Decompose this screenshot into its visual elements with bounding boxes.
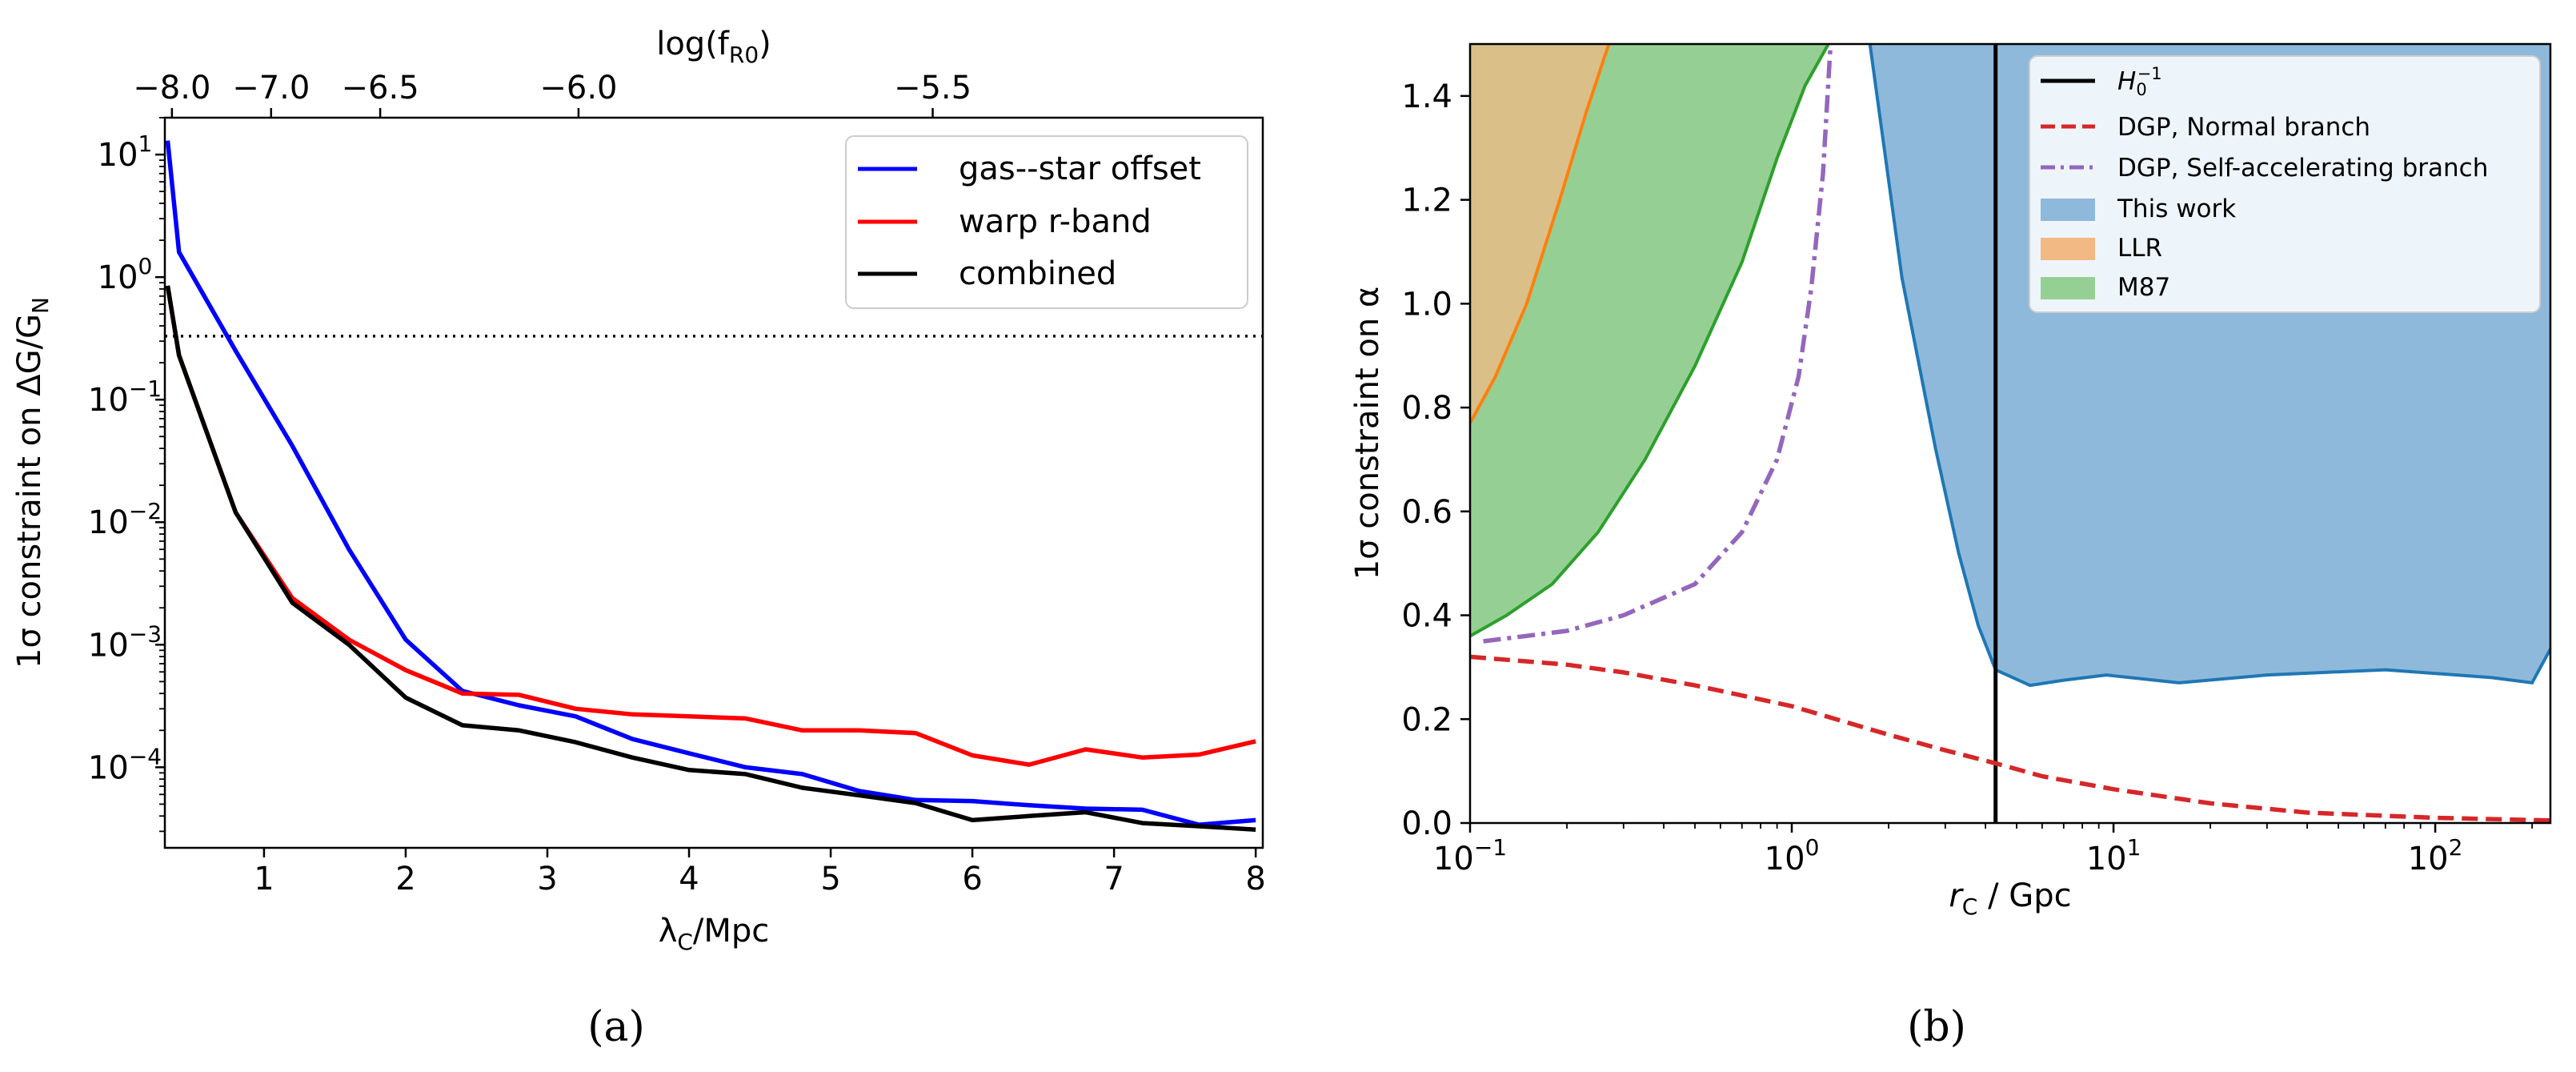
x-tick-label: 100 [1765,834,1820,877]
band-edge-llr [1470,44,1611,424]
legend-label-dgp-normal: DGP, Normal branch [2117,113,2370,142]
panel-a: 1 2 3 4 5 6 7 8 10−4 10−3 10−2 10−1 100 101 −8.0 −7.0… [11,26,1266,1051]
legend-label-dgp-self-accelerating: DGP, Self-accelerating branch [2117,154,2488,183]
y-tick-label: 0.6 [1401,494,1452,531]
panel-a-top-ticks: −8.0 −7.0 −6.5 −6.0 −5.5 [133,70,972,118]
panel-b: 10−1 100 101 102 0.0 0.2 0.4 0.6 0.8 1.0 1.2 1.4 r… [1349,42,2552,1051]
top-tick-label: −6.0 [539,70,617,106]
panel-a-top-axis-label: log(fR0) [656,26,771,68]
top-tick-label: −7.0 [232,70,310,106]
panel-a-legend-box [845,135,1248,309]
panel-b-caption: (b) [1907,1003,1966,1051]
y-tick-label: 10−4 [88,743,162,786]
series-line-dgp-normal-branch [1470,654,2550,823]
x-tick-label: 5 [820,861,840,897]
top-tick-label: −5.5 [894,70,972,106]
legend-label-gas-star-offset: gas--star offset [959,151,1201,187]
series-line-warp-r-band [165,285,1256,767]
legend-swatch-this-work [2041,199,2095,221]
series-line-gas-star-offset [165,140,1256,827]
y-tick-label: 10−1 [88,375,162,419]
panel-a-legend: gas--star offset warp r-band combined [845,135,1248,309]
panel-a-x-ticks: 1 2 3 4 5 6 7 8 [254,848,1266,897]
x-tick-label: 3 [537,861,557,897]
legend-swatch-llr [2041,238,2095,260]
panel-b-legend: H0−1 DGP, Normal branch DGP, Self-accele… [2029,55,2541,313]
legend-label-hubble: H0−1 [2117,64,2162,99]
legend-label-warp-r-band: warp r-band [959,203,1152,240]
panel-b-y-ticks: 0.0 0.2 0.4 0.6 0.8 1.0 1.2 1.4 [1401,78,1470,842]
series-line-combined [165,285,1256,832]
x-tick-label: 6 [962,861,982,897]
legend-swatch-m87 [2041,277,2095,299]
panel-b-x-axis-label: rC / Gpc [1949,877,2071,920]
top-tick-label: −8.0 [133,70,210,106]
x-tick-label: 1 [254,861,274,897]
band-llr [1470,44,1609,424]
panel-a-x-axis-label: λC/Mpc [659,913,770,955]
legend-label-combined: combined [959,255,1116,292]
y-tick-label: 1.2 [1401,183,1452,219]
panel-b-legend-box [2029,55,2541,313]
y-tick-label: 1.0 [1401,286,1452,323]
y-tick-label: 100 [98,253,153,296]
legend-label-this-work: This work [2117,195,2236,223]
series-line-dgp-self-accelerating-branch [1483,44,1833,644]
y-tick-label: 0.2 [1401,701,1452,738]
y-tick-label: 10−3 [88,620,162,664]
legend-label-llr: LLR [2117,234,2162,263]
x-tick-label: 102 [2408,834,2463,877]
y-tick-label: 0.0 [1401,805,1452,842]
x-tick-label: 10−1 [1433,834,1507,877]
x-tick-label: 7 [1104,861,1124,897]
panel-a-plot-area [165,140,1263,832]
x-tick-label: 4 [679,861,699,897]
panel-a-y-ticks: 10−4 10−3 10−2 10−1 100 101 [88,117,165,833]
y-tick-label: 0.4 [1401,598,1452,635]
panel-b-frame [1468,42,2552,825]
x-tick-label: 101 [2086,834,2141,877]
legend-label-m87: M87 [2117,273,2170,302]
panel-a-frame [163,116,1264,849]
panel-b-x-ticks: 10−1 100 101 102 [1433,823,2534,877]
y-tick-label: 1.4 [1401,78,1452,115]
x-tick-label: 2 [395,861,415,897]
panel-a-y-axis-label: 1σ constraint on ΔG/GN [11,297,54,668]
band-edge-this-work [1868,44,2550,688]
top-tick-label: −6.5 [342,70,419,106]
panel-a-caption: (a) [587,1003,645,1051]
y-tick-label: 101 [98,130,153,174]
band-edge-m87 [1470,44,1830,638]
x-tick-label: 8 [1245,861,1265,897]
y-tick-label: 0.8 [1401,390,1452,427]
y-tick-label: 10−2 [88,498,162,541]
panel-b-y-axis-label: 1σ constraint on α [1349,287,1386,580]
